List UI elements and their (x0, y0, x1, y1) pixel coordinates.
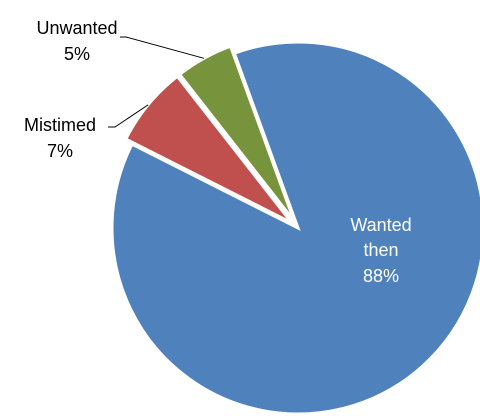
slice-label-wanted-line2: then (363, 240, 398, 260)
slice-wanted (110, 40, 480, 416)
leader-line-mistimed (108, 104, 149, 128)
slice-value-wanted: 88% (363, 266, 399, 286)
slice-value-mistimed: 7% (47, 141, 73, 161)
leader-lines (108, 36, 205, 128)
slice-label-mistimed: Mistimed (24, 115, 96, 135)
slice-label-wanted: Wanted (350, 215, 411, 235)
leader-line-unwanted (120, 36, 205, 59)
slice-label-unwanted: Unwanted (36, 18, 117, 38)
pie-slices (110, 40, 480, 416)
slice-value-unwanted: 5% (64, 44, 90, 64)
